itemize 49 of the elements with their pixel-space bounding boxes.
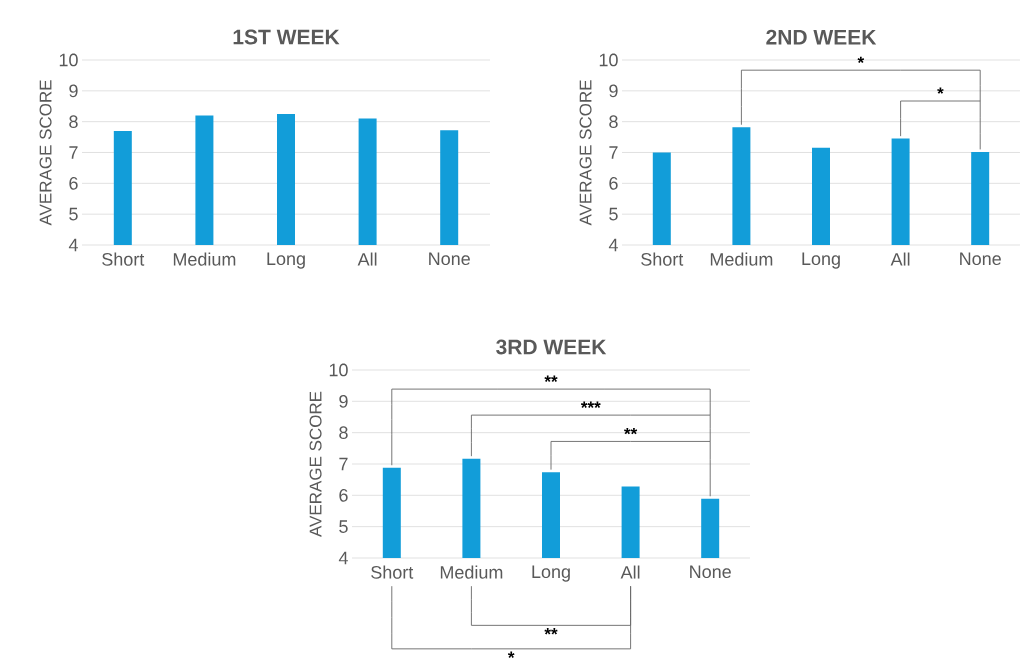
- x-tick-label: Short: [641, 252, 684, 266]
- annotation: *: [857, 56, 865, 63]
- x-tick-label: Medium: [173, 252, 236, 266]
- x-tick-label: Long: [802, 252, 840, 269]
- x-tick-label: None: [690, 565, 731, 579]
- y-tick-label: 5: [339, 520, 348, 533]
- y-tick-label: 10: [59, 53, 78, 67]
- y-tick-label: 4: [338, 551, 348, 565]
- x-tick-label: Long: [267, 252, 305, 269]
- x-tick-label: All: [890, 252, 910, 266]
- y-tick-label: 8: [609, 115, 618, 129]
- y-tick-label: 7: [69, 146, 78, 159]
- y-tick-label: 9: [339, 394, 348, 408]
- annotation: *: [937, 87, 944, 94]
- y-tick-label: 5: [609, 207, 618, 221]
- x-tick-label: Medium: [440, 565, 503, 579]
- y-axis-title: AVERAGE SCORE: [579, 80, 592, 226]
- x-tick-label: Medium: [710, 252, 773, 266]
- x-tick-label: All: [620, 565, 640, 579]
- annotation: **: [544, 375, 558, 382]
- y-tick-label: 4: [68, 238, 78, 252]
- x-tick-label: None: [429, 252, 470, 266]
- y-tick-label: 9: [609, 84, 618, 98]
- x-tick-label: Short: [102, 252, 145, 266]
- y-tick-label: 10: [329, 363, 348, 377]
- text: **: [544, 628, 558, 635]
- chart-title: 2ND WEEK: [766, 29, 877, 45]
- y-tick-label: 6: [69, 176, 78, 190]
- y-tick-label: 8: [69, 115, 78, 129]
- x-tick-label: All: [357, 252, 377, 266]
- y-tick-label: 9: [69, 84, 78, 98]
- y-axis-title: AVERAGE SCORE: [309, 391, 322, 538]
- annotation: ***: [580, 401, 601, 408]
- y-tick-label: 4: [608, 238, 618, 252]
- chart-title: 1ST WEEK: [233, 29, 340, 45]
- x-tick-label: None: [960, 252, 1001, 266]
- chart-title: 3RD WEEK: [496, 339, 607, 355]
- annotation: **: [624, 427, 638, 435]
- y-tick-label: 7: [339, 457, 348, 471]
- x-tick-label: Long: [532, 565, 570, 582]
- text: *: [507, 651, 515, 658]
- y-tick-label: 7: [609, 146, 618, 159]
- x-tick-label: Short: [371, 565, 414, 579]
- y-tick-label: 5: [69, 207, 78, 221]
- y-tick-label: 10: [599, 53, 618, 67]
- y-tick-label: 8: [339, 426, 348, 440]
- y-tick-label: 6: [339, 488, 348, 502]
- y-axis-title: AVERAGE SCORE: [39, 80, 52, 226]
- y-tick-label: 6: [609, 176, 618, 190]
